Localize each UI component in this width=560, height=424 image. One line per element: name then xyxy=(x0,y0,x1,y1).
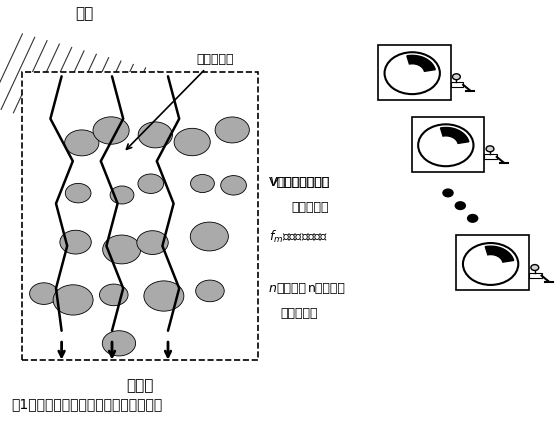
Circle shape xyxy=(443,189,453,197)
Bar xyxy=(484,154,497,159)
Text: 個の仮想: 個の仮想 xyxy=(276,282,306,295)
Circle shape xyxy=(53,285,93,315)
Circle shape xyxy=(418,124,474,166)
Circle shape xyxy=(30,283,58,304)
Polygon shape xyxy=(407,56,435,71)
Bar xyxy=(456,235,529,290)
Circle shape xyxy=(195,280,224,302)
Circle shape xyxy=(138,174,164,193)
Circle shape xyxy=(110,186,134,204)
Polygon shape xyxy=(486,246,514,262)
Circle shape xyxy=(100,284,128,306)
Circle shape xyxy=(468,215,478,222)
Bar xyxy=(451,82,463,87)
Text: n個の仮想: n個の仮想 xyxy=(308,282,346,295)
Circle shape xyxy=(385,52,440,94)
Circle shape xyxy=(455,202,465,209)
Circle shape xyxy=(221,176,246,195)
Circle shape xyxy=(102,331,136,356)
Text: V: V xyxy=(269,176,277,189)
Circle shape xyxy=(93,117,129,144)
Circle shape xyxy=(144,281,184,311)
Circle shape xyxy=(190,175,214,192)
Text: 浸透水: 浸透水 xyxy=(127,378,153,393)
Circle shape xyxy=(138,122,172,148)
Circle shape xyxy=(137,231,168,254)
Circle shape xyxy=(102,235,141,264)
Text: 水分保持量: 水分保持量 xyxy=(291,201,329,214)
Bar xyxy=(378,45,451,100)
Text: 図1　完全混合槽列改変モデルの概念図: 図1 完全混合槽列改変モデルの概念図 xyxy=(11,397,162,411)
Polygon shape xyxy=(441,128,469,143)
Circle shape xyxy=(463,243,518,285)
Circle shape xyxy=(531,265,539,271)
Circle shape xyxy=(64,130,99,156)
Text: ：重力排水後の: ：重力排水後の xyxy=(277,176,330,189)
Text: $f_m$：可動水の割合: $f_m$：可動水の割合 xyxy=(269,229,328,245)
Text: 不動水領域: 不動水領域 xyxy=(127,53,234,149)
Text: 降水: 降水 xyxy=(75,6,93,21)
Circle shape xyxy=(66,184,91,203)
Text: 完全混合槽: 完全混合槽 xyxy=(280,307,318,320)
Circle shape xyxy=(60,230,91,254)
Bar xyxy=(22,72,258,360)
Circle shape xyxy=(215,117,249,143)
Circle shape xyxy=(452,74,460,80)
Circle shape xyxy=(190,222,228,251)
Text: n: n xyxy=(269,282,277,295)
Circle shape xyxy=(486,146,494,152)
Circle shape xyxy=(174,128,210,156)
Bar xyxy=(529,273,542,278)
Bar xyxy=(412,117,484,172)
Text: V：重力排水後の: V：重力排水後の xyxy=(269,176,330,189)
